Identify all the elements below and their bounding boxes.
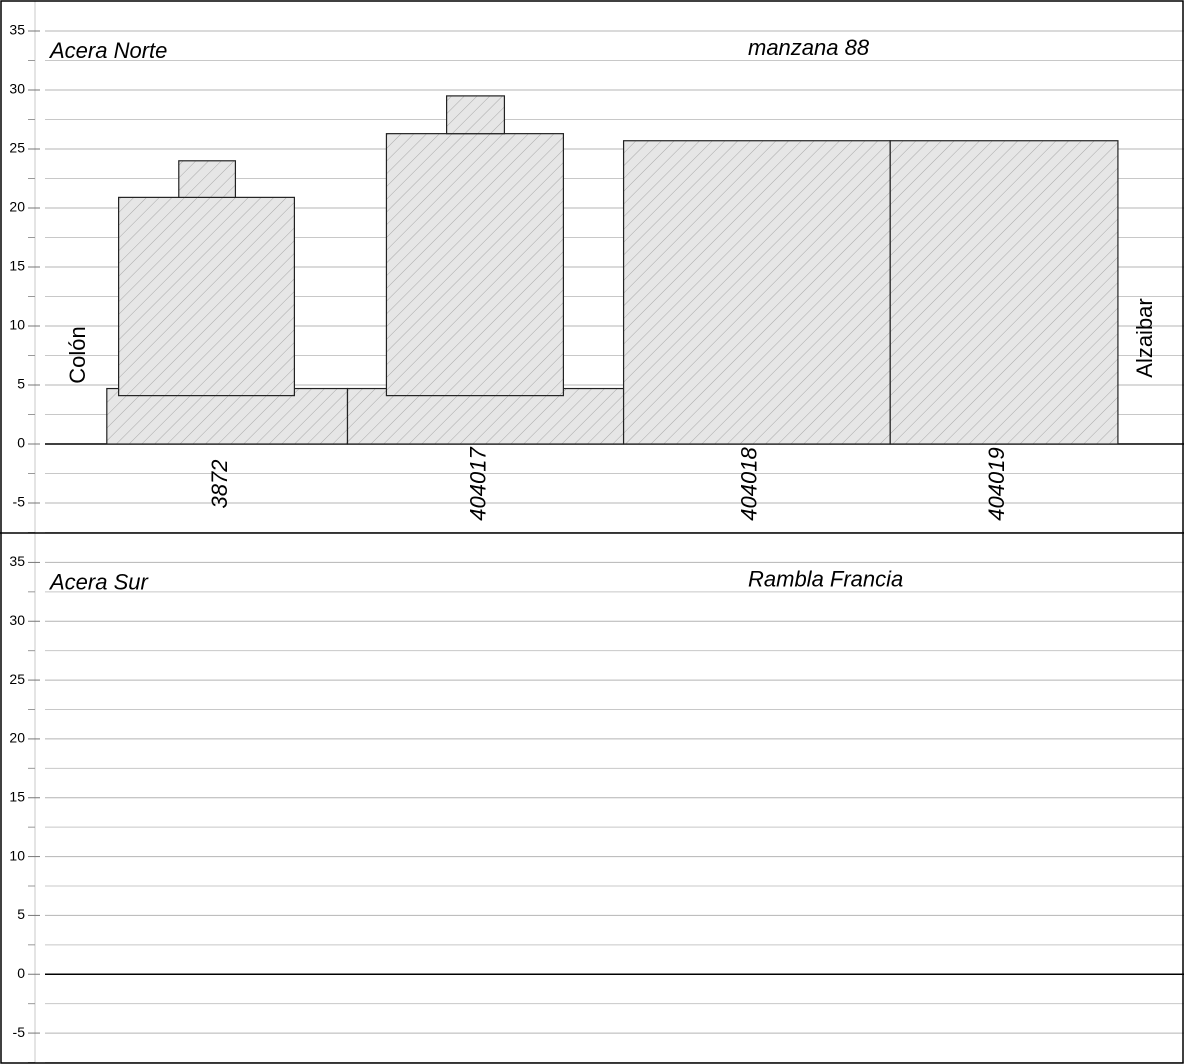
y-tick-label: 15 xyxy=(9,788,25,804)
building-block xyxy=(106,387,349,445)
y-tick-label: 30 xyxy=(9,612,25,628)
building-block xyxy=(346,387,625,445)
y-tick-label: 30 xyxy=(9,81,25,97)
y-tick-label: 5 xyxy=(17,906,25,922)
panel-title: Acera Norte xyxy=(48,38,167,63)
y-tick-label: 15 xyxy=(9,258,25,274)
y-tick-label: 35 xyxy=(9,553,25,569)
building-block xyxy=(118,196,296,397)
building-block xyxy=(889,140,1119,445)
panel-subtitle: manzana 88 xyxy=(748,35,870,60)
y-tick-label: 25 xyxy=(9,140,25,156)
y-tick-label: 10 xyxy=(9,847,25,863)
y-tick-label: 10 xyxy=(9,317,25,333)
lot-label: 3872 xyxy=(207,460,232,509)
y-tick-label: 5 xyxy=(17,376,25,392)
y-tick-label: 20 xyxy=(9,199,25,215)
panel-title: Acera Sur xyxy=(48,569,149,594)
y-tick-label: 0 xyxy=(17,435,25,451)
y-tick-label: 20 xyxy=(9,730,25,746)
street-label: Colón xyxy=(65,326,90,383)
y-tick-label: -5 xyxy=(13,494,26,510)
panel-subtitle: Rambla Francia xyxy=(748,566,903,591)
building-block xyxy=(622,140,891,445)
building-block xyxy=(385,133,565,397)
y-tick-label: 25 xyxy=(9,671,25,687)
lot-label: 404019 xyxy=(984,447,1009,520)
y-tick-label: -5 xyxy=(13,1024,26,1040)
street-label: Alzaibar xyxy=(1132,298,1157,377)
building-block xyxy=(446,95,506,135)
lot-label: 404017 xyxy=(465,447,490,521)
y-tick-label: 0 xyxy=(17,965,25,981)
lot-label: 404018 xyxy=(737,447,762,521)
y-tick-label: 35 xyxy=(9,22,25,38)
building-block xyxy=(178,160,237,198)
